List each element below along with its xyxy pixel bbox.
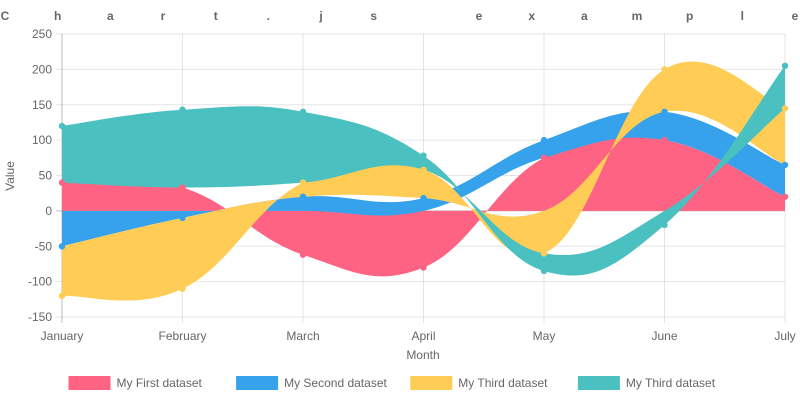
y-tick-label: 250	[32, 27, 52, 41]
y-tick-label: -100	[28, 275, 52, 289]
x-axis-ticks: January February March April May June July	[41, 329, 796, 343]
legend-label: My Second dataset	[284, 376, 387, 390]
data-point[interactable]	[540, 154, 548, 161]
series-area	[62, 65, 785, 276]
x-tick-label: May	[533, 329, 556, 343]
title-char: j	[318, 9, 322, 23]
series-areas	[62, 61, 785, 301]
title-char: C	[1, 9, 10, 23]
legend-item[interactable]: My First dataset	[68, 376, 203, 390]
legend-item[interactable]: My Third dataset	[410, 376, 548, 390]
y-tick-label: -150	[28, 310, 52, 324]
data-point[interactable]	[58, 122, 66, 130]
title-char: s	[370, 9, 377, 23]
data-point[interactable]	[540, 136, 548, 144]
title-char: l	[741, 9, 744, 23]
title-char: h	[54, 9, 61, 23]
x-tick-label: June	[651, 329, 677, 343]
data-point[interactable]	[179, 184, 186, 191]
data-point[interactable]	[540, 250, 548, 257]
title-char: p	[686, 9, 693, 23]
data-point[interactable]	[179, 106, 186, 113]
title-char: a	[581, 9, 588, 23]
data-point[interactable]	[299, 179, 307, 186]
data-point[interactable]	[299, 108, 307, 116]
x-tick-label: April	[411, 329, 435, 343]
y-tick-label: 50	[39, 169, 53, 183]
data-point[interactable]	[781, 161, 789, 169]
legend-swatch	[236, 376, 279, 390]
series-area	[62, 135, 785, 277]
data-point[interactable]	[58, 292, 66, 299]
x-axis-label: Month	[406, 348, 439, 362]
data-point[interactable]	[661, 108, 668, 116]
title-char: e	[476, 9, 483, 23]
data-point[interactable]	[781, 62, 789, 69]
title-char: r	[161, 9, 166, 23]
data-point[interactable]	[661, 66, 668, 73]
data-point[interactable]	[661, 136, 668, 144]
x-tick-label: January	[41, 329, 84, 343]
legend-label: My Third dataset	[458, 376, 548, 390]
legend-label: My First dataset	[117, 376, 203, 390]
data-point[interactable]	[781, 193, 789, 200]
data-point[interactable]	[58, 243, 66, 250]
y-tick-label: 0	[45, 204, 52, 218]
x-tick-label: July	[774, 329, 795, 343]
y-tick-label: 100	[32, 133, 52, 147]
legend-item[interactable]: My Third dataset	[577, 376, 716, 390]
data-point[interactable]	[58, 179, 66, 186]
y-axis-label: Value	[3, 161, 17, 191]
title-char: .	[267, 9, 270, 23]
title-char: e	[792, 9, 799, 23]
legend-swatch	[577, 376, 620, 390]
data-point[interactable]	[540, 267, 548, 275]
series-area	[62, 61, 785, 301]
y-tick-label: 150	[32, 98, 52, 112]
title-char: t	[214, 9, 218, 23]
data-point[interactable]	[299, 251, 307, 258]
title-char: m	[632, 9, 643, 23]
x-tick-label: March	[286, 329, 319, 343]
data-point[interactable]	[420, 152, 427, 159]
data-point[interactable]	[299, 193, 307, 200]
data-point[interactable]	[420, 194, 427, 202]
y-tick-label: 200	[32, 62, 52, 76]
y-axis-ticks: 250 200 150 100 50 0 -50 -100 -150	[28, 27, 52, 324]
legend: My First dataset My Second dataset My Thir…	[68, 376, 716, 390]
data-point[interactable]	[661, 221, 668, 229]
data-point[interactable]	[781, 105, 789, 112]
data-points	[58, 62, 789, 299]
data-point[interactable]	[179, 214, 186, 222]
legend-label: My Third dataset	[626, 376, 716, 390]
x-tick-label: February	[158, 329, 206, 343]
data-point[interactable]	[179, 285, 186, 292]
legend-swatch	[68, 376, 111, 390]
legend-item[interactable]: My Second dataset	[236, 376, 387, 390]
data-point[interactable]	[420, 264, 427, 271]
title-char: a	[107, 9, 114, 23]
legend-swatch	[410, 376, 453, 390]
title-char: x	[528, 9, 535, 23]
data-point[interactable]	[420, 166, 427, 173]
y-tick-label: -50	[35, 239, 53, 253]
